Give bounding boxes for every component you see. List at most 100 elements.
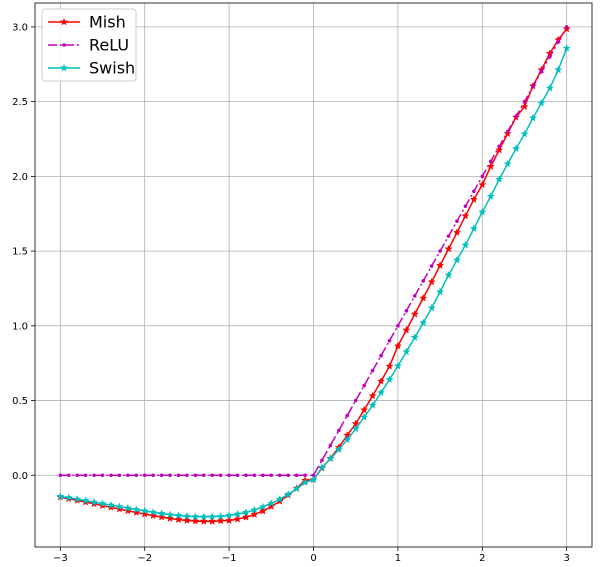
data-point <box>140 506 149 515</box>
data-point <box>149 508 158 516</box>
data-point <box>132 508 141 516</box>
data-point <box>385 361 394 370</box>
data-point <box>157 512 166 521</box>
data-point <box>505 129 510 134</box>
data-point <box>360 405 369 414</box>
data-point <box>89 497 99 506</box>
data-point <box>396 324 400 328</box>
data-point <box>503 159 512 168</box>
data-point <box>201 473 206 478</box>
legend: Mish ReLU Swish <box>41 8 137 82</box>
data-point <box>320 458 324 463</box>
data-point <box>300 478 310 486</box>
data-point <box>385 375 394 384</box>
data-point <box>208 517 217 525</box>
data-point <box>362 383 366 388</box>
data-point <box>461 211 470 220</box>
data-point <box>402 347 411 356</box>
data-point <box>66 473 71 478</box>
data-point <box>429 264 434 268</box>
data-point <box>520 102 529 111</box>
data-point <box>539 69 544 74</box>
data-point <box>495 175 504 183</box>
data-point <box>233 514 242 523</box>
data-point <box>185 473 189 478</box>
legend-marker <box>62 43 66 47</box>
y-tick-label: 2.5 <box>12 97 28 108</box>
data-point <box>393 361 403 370</box>
data-point <box>191 516 200 525</box>
data-point <box>233 509 242 518</box>
data-point <box>469 224 478 233</box>
data-point <box>216 516 225 525</box>
data-point <box>277 473 282 478</box>
data-point <box>117 473 122 478</box>
data-point <box>455 219 459 223</box>
data-point <box>520 129 529 138</box>
legend-marker <box>59 63 69 72</box>
data-point <box>123 503 132 512</box>
data-point <box>56 492 65 500</box>
data-point <box>191 512 200 521</box>
data-point <box>537 98 546 107</box>
data-point <box>250 510 259 519</box>
y-tick-label: 0.5 <box>12 396 28 407</box>
data-point <box>165 510 175 519</box>
data-point <box>554 65 563 74</box>
data-point <box>486 192 495 200</box>
data-point <box>286 473 290 478</box>
data-point <box>376 388 386 397</box>
data-point <box>269 473 274 478</box>
series-swish <box>56 43 571 521</box>
data-point <box>261 473 265 478</box>
data-point <box>402 325 411 334</box>
data-point <box>360 412 369 421</box>
data-point <box>58 473 63 478</box>
data-point <box>368 401 377 409</box>
legend-box <box>41 8 137 82</box>
data-point <box>115 504 124 513</box>
data-point <box>393 341 403 350</box>
data-point <box>511 144 521 153</box>
data-point <box>531 84 535 89</box>
data-point <box>351 424 360 433</box>
legend-label-mish: Mish <box>89 13 126 32</box>
x-tick-label: 0 <box>310 553 316 564</box>
data-point <box>176 473 181 478</box>
data-point <box>157 509 166 518</box>
data-point <box>241 512 251 521</box>
data-point <box>370 368 375 373</box>
data-point <box>317 463 327 471</box>
data-point <box>337 428 341 433</box>
data-point <box>193 473 198 478</box>
data-point <box>218 473 223 478</box>
data-point <box>376 376 386 385</box>
data-point <box>472 189 476 194</box>
data-point <box>199 517 208 525</box>
data-point <box>562 43 571 52</box>
data-point <box>478 207 487 216</box>
data-point <box>427 277 436 286</box>
data-point <box>267 502 276 510</box>
data-point <box>149 511 158 520</box>
data-point <box>452 228 462 237</box>
data-point <box>174 511 183 519</box>
data-point <box>250 505 259 514</box>
data-point <box>311 473 316 478</box>
data-point <box>292 484 301 493</box>
legend-label-swish: Swish <box>89 59 135 78</box>
data-point <box>410 333 419 341</box>
data-point <box>244 473 248 478</box>
data-point <box>564 25 569 29</box>
data-point <box>75 473 79 478</box>
data-point <box>435 287 445 296</box>
y-tick-label: 2.0 <box>12 172 28 183</box>
data-point <box>435 261 445 269</box>
data-point <box>210 473 215 478</box>
data-point <box>126 473 130 478</box>
x-tick-label: −3 <box>53 553 68 564</box>
data-point <box>83 473 88 478</box>
data-point <box>73 494 82 503</box>
x-tick-label: 1 <box>395 553 401 564</box>
